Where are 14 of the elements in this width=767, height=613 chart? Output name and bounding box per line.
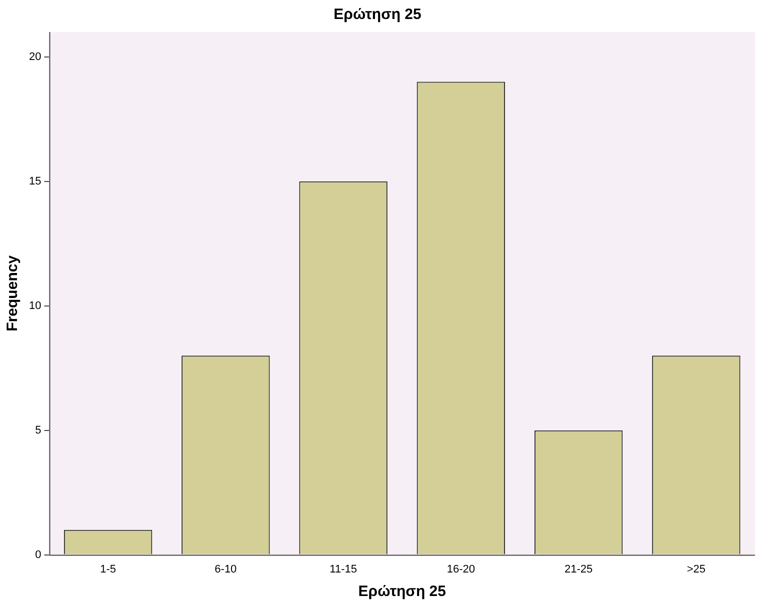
y-axis-title: Frequency — [4, 254, 22, 332]
x-tick-label: 1-5 — [100, 563, 116, 576]
x-tick-label: 11-15 — [330, 563, 357, 576]
x-tick-label: >25 — [686, 563, 706, 576]
x-tick-label: 6-10 — [214, 563, 237, 576]
x-axis-title: Ερώτηση 25 — [358, 583, 446, 600]
y-tick-label: 20 — [28, 50, 42, 63]
chart-title: Ερώτηση 25 — [334, 6, 422, 24]
y-tick-label: 15 — [28, 175, 42, 188]
x-tick-label: 21-25 — [564, 563, 593, 576]
y-tick-label: 5 — [35, 424, 42, 436]
x-tick-label: 16-20 — [446, 563, 475, 576]
y-tick-label: 0 — [35, 548, 42, 561]
y-tick-label: 10 — [28, 300, 42, 312]
